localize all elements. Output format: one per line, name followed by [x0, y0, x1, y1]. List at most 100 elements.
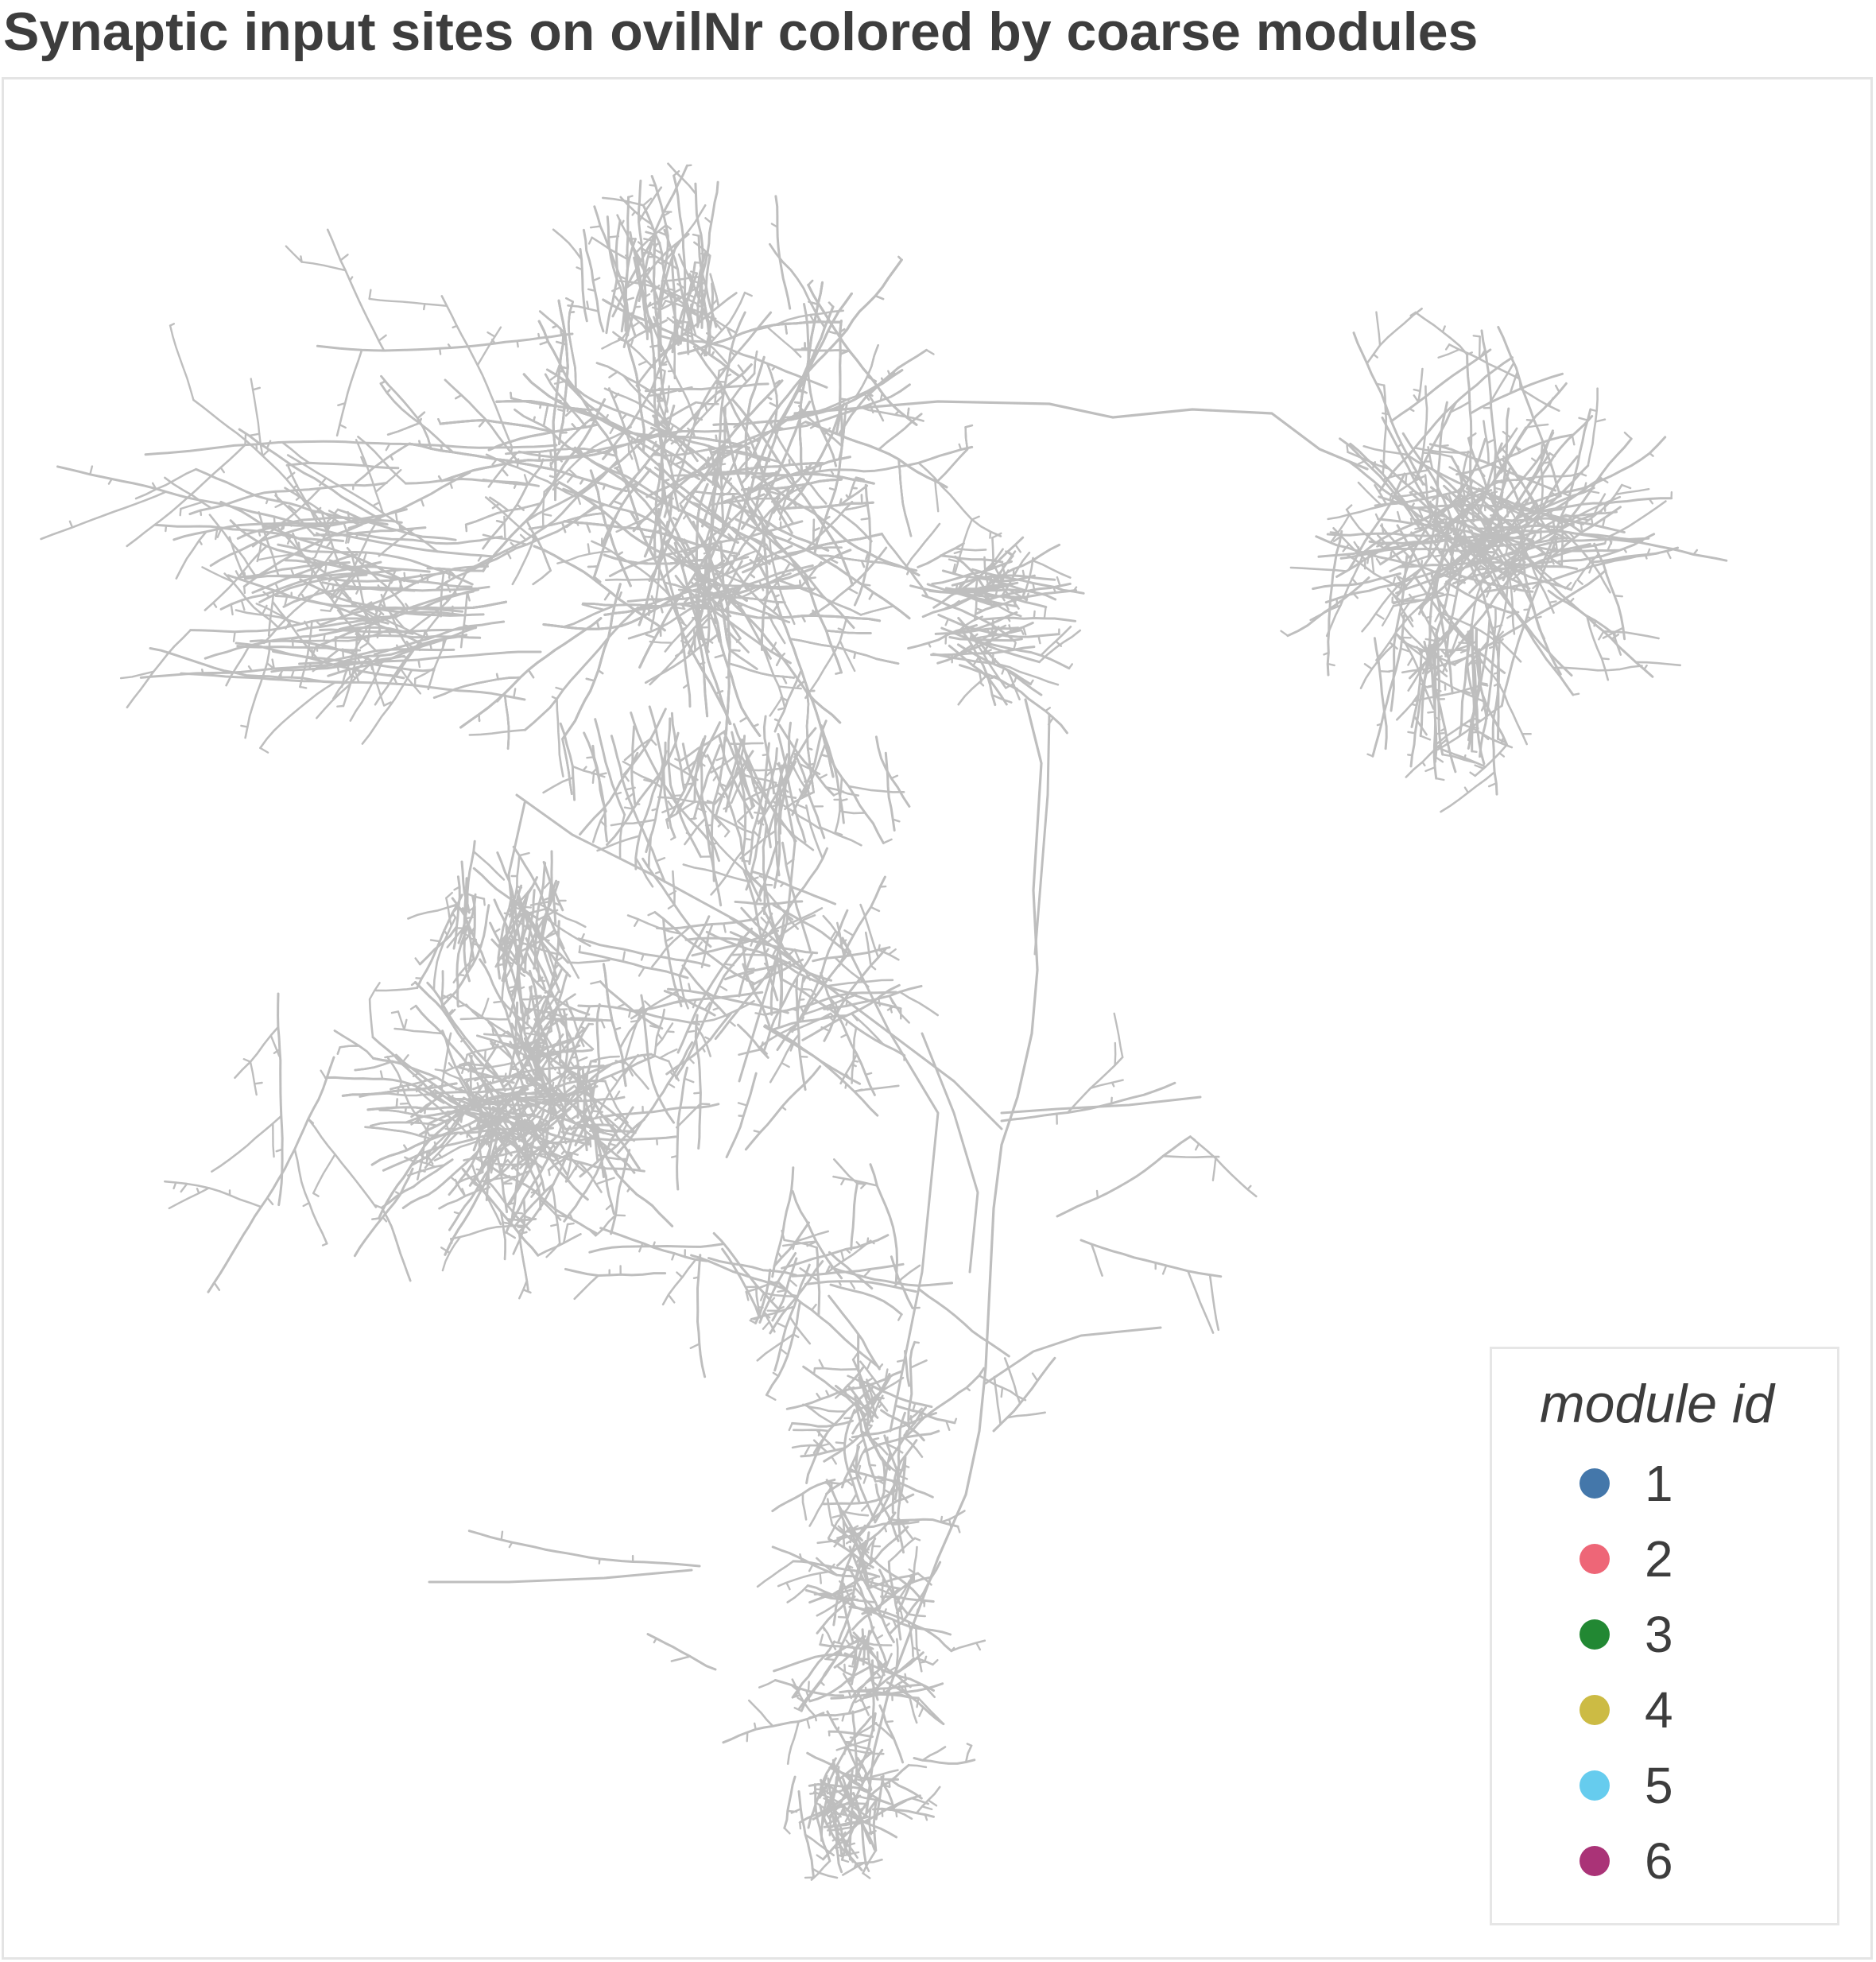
neurite-segment — [676, 1271, 684, 1278]
neurite-segment — [320, 1069, 327, 1079]
neurite-segment — [567, 959, 610, 964]
neurite-segment — [1457, 450, 1470, 508]
neurite-segment — [860, 517, 870, 521]
neurite-segment — [472, 850, 506, 881]
neurite-segment — [898, 991, 939, 1017]
neurite-segment — [869, 403, 874, 414]
neurite-segment — [631, 321, 641, 328]
neurite-segment — [786, 1720, 800, 1765]
neurite-segment — [326, 228, 386, 352]
neurite-segment — [718, 734, 754, 820]
neurite-segment — [799, 1553, 803, 1563]
neurite-segment — [769, 696, 784, 717]
neurite-segment — [462, 1096, 590, 1146]
neurite-segment — [674, 575, 792, 665]
neurite-segment — [339, 1045, 360, 1049]
neurite-segment — [672, 321, 684, 324]
neurite-segment — [542, 403, 549, 428]
legend-swatch-1 — [1579, 1468, 1610, 1499]
neurite-segment — [866, 375, 878, 382]
neurite-segment — [563, 1223, 569, 1244]
neurite-segment — [436, 505, 596, 591]
neurite-segment — [874, 1483, 900, 1542]
neurite-segment — [1529, 561, 1654, 678]
neurite-segment — [1436, 716, 1475, 745]
neurite-segment — [812, 946, 891, 963]
neurite-segment — [1413, 401, 1458, 483]
neurite-segment — [1476, 509, 1481, 519]
neurite-segment — [752, 902, 770, 921]
neurite-segment — [766, 1394, 777, 1401]
neurite-segment — [1376, 382, 1386, 386]
legend-item-4: 4 — [1579, 1682, 1770, 1738]
neurite-segment — [312, 1192, 320, 1197]
neurite-segment — [714, 653, 726, 659]
neurite-segment — [670, 437, 679, 445]
neurite-segment — [856, 1577, 901, 1590]
neurite-segment — [843, 1740, 871, 1751]
neurite-segment — [704, 1002, 711, 1011]
neurite-segment — [1001, 564, 1006, 575]
neurite-segment — [764, 1024, 879, 1117]
neurite-segment — [771, 1166, 795, 1278]
neurite-segment — [1495, 453, 1530, 528]
neurite-segment — [909, 1359, 928, 1369]
neurite-segment — [1487, 630, 1522, 663]
neurite-segment — [207, 1056, 335, 1293]
neurite-segment — [577, 1004, 700, 1026]
neurite-segment — [368, 297, 448, 307]
neurite-segment — [510, 1134, 560, 1170]
legend-item-1: 1 — [1579, 1456, 1770, 1511]
neurite-segment — [820, 1442, 831, 1448]
neurite-segment — [1440, 771, 1496, 813]
neurite-segment — [432, 916, 457, 991]
neurite-segment — [944, 632, 948, 645]
neurite-segment — [691, 428, 696, 439]
neurite-segment — [370, 661, 386, 707]
neurite-segment — [506, 881, 537, 914]
neurite-segment — [1457, 490, 1468, 560]
neurite-segment — [682, 863, 750, 882]
neurite-segment — [640, 994, 676, 1124]
neurite-segment — [1471, 576, 1479, 586]
neurite-segment — [791, 1444, 820, 1449]
neurite-segment — [864, 931, 872, 967]
neurite-segment — [249, 1060, 258, 1096]
neurite-segment — [869, 1163, 898, 1284]
neurite-segment — [528, 1123, 589, 1201]
neurite-segment — [913, 1545, 918, 1583]
neurite-segment — [557, 940, 580, 979]
neurite-segment — [579, 247, 588, 323]
neurite-segment — [1478, 681, 1488, 685]
neurite-segment — [907, 1340, 917, 1430]
neurite-segment — [537, 1033, 564, 1065]
neurite-segment — [752, 258, 903, 455]
neurite-segment — [866, 1572, 920, 1590]
neurite-segment — [683, 1077, 695, 1084]
neurite-segment — [574, 1100, 598, 1146]
neurite-segment — [440, 295, 514, 448]
neurite-segment — [709, 298, 719, 308]
neurite-segment — [251, 553, 359, 594]
neurite-segment — [269, 1034, 281, 1057]
neurite-segment — [848, 1545, 895, 1643]
neurite-segment — [848, 1525, 859, 1532]
neurite-segment — [907, 1764, 928, 1769]
neurite-segment — [906, 407, 910, 419]
neurite-segment — [408, 442, 628, 493]
neurite-segment — [401, 1127, 498, 1209]
neurite-segment — [1401, 636, 1435, 710]
neurite-segment — [485, 453, 579, 498]
neurite-segment — [783, 1775, 797, 1829]
neurite-segment — [213, 1282, 221, 1291]
neurite-segment — [652, 445, 742, 457]
neurite-segment — [1390, 348, 1492, 423]
neurite-segment — [843, 1746, 847, 1755]
neurite-segment — [622, 233, 690, 348]
neurite-segment — [1373, 637, 1388, 750]
legend-swatch-2 — [1579, 1544, 1610, 1574]
neurite-segment — [1434, 611, 1441, 622]
neurite-segment — [1409, 644, 1431, 768]
neurite-segment — [665, 936, 674, 943]
neurite-segment — [818, 774, 828, 780]
